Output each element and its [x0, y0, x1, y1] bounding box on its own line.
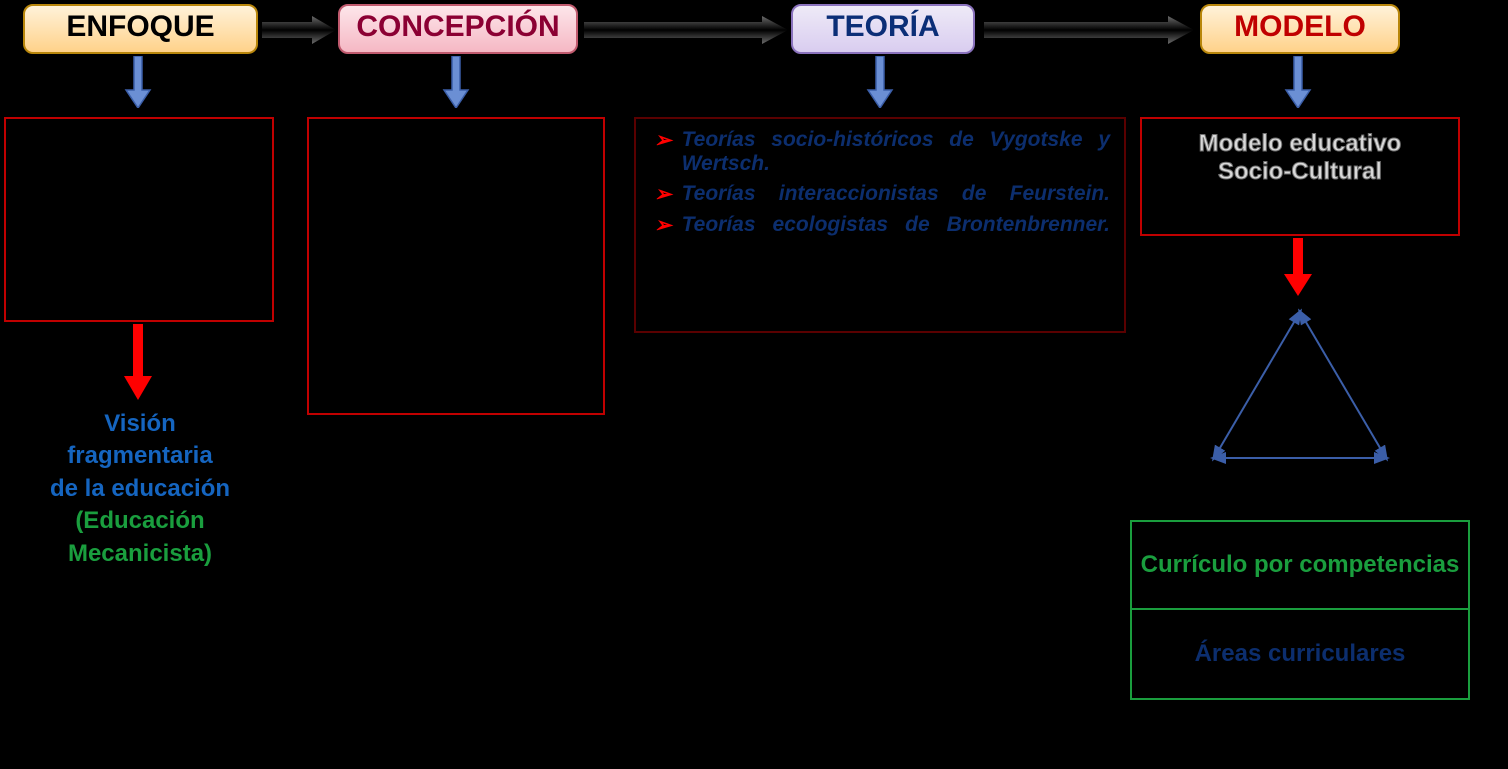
down-arrow-modelo: [1284, 56, 1312, 108]
vision-line3: de la educación: [20, 473, 260, 505]
curriculo-box-2: Áreas curriculares: [1130, 610, 1470, 700]
teoria-item-3: ➢ Teorías ecologistas de Brontenbrenner.: [654, 213, 1110, 238]
teoria-text-1: Teorías socio-históricos de Vygotske y W…: [682, 128, 1110, 176]
bullet-icon: ➢: [654, 128, 672, 176]
vision-line4b: Mecanicista): [20, 538, 260, 570]
vision-line1: Visión: [20, 408, 260, 440]
flow-arrow-2: [584, 14, 788, 46]
down-arrow-teoria: [866, 56, 894, 108]
teoria-text-2: Teorías interaccionistas de Feurstein.: [682, 182, 1110, 207]
triangle-diagram: [1190, 296, 1410, 480]
concepcion-box: [307, 117, 605, 415]
modelo-line1: Modelo educativo: [1150, 130, 1450, 158]
header-teoria-label: TEORÍA: [826, 10, 939, 43]
header-enfoque-label: ENFOQUE: [66, 10, 214, 43]
modelo-text: Modelo educativo Socio-Cultural: [1150, 130, 1450, 186]
bullet-icon: ➢: [654, 182, 672, 207]
flow-arrow-3: [984, 14, 1194, 46]
red-arrow-modelo: [1282, 238, 1314, 296]
down-arrow-concepcion: [442, 56, 470, 108]
header-concepcion-label: CONCEPCIÓN: [356, 10, 559, 43]
curriculo-label-2: Áreas curriculares: [1195, 640, 1406, 669]
teoria-text-3: Teorías ecologistas de Brontenbrenner.: [682, 213, 1110, 238]
vision-line4a: (Educación: [20, 505, 260, 537]
flow-arrow-1: [262, 14, 336, 46]
curriculo-box-1: Currículo por competencias: [1130, 520, 1470, 610]
header-modelo-label: MODELO: [1234, 10, 1366, 43]
down-arrow-enfoque: [124, 56, 152, 108]
enfoque-box: [4, 117, 274, 322]
header-teoria: TEORÍA: [791, 4, 975, 54]
vision-text: Visión fragmentaria de la educación (Edu…: [20, 408, 260, 570]
teoria-item-1: ➢ Teorías socio-históricos de Vygotske y…: [654, 128, 1110, 176]
header-modelo: MODELO: [1200, 4, 1400, 54]
bullet-icon: ➢: [654, 213, 672, 238]
curriculo-label-1: Currículo por competencias: [1141, 551, 1460, 580]
teoria-list: ➢ Teorías socio-históricos de Vygotske y…: [654, 128, 1110, 244]
red-arrow-vision: [122, 324, 154, 400]
header-enfoque: ENFOQUE: [23, 4, 258, 54]
header-concepcion: CONCEPCIÓN: [338, 4, 578, 54]
modelo-line2: Socio-Cultural: [1150, 158, 1450, 186]
teoria-item-2: ➢ Teorías interaccionistas de Feurstein.: [654, 182, 1110, 207]
vision-line2: fragmentaria: [20, 440, 260, 472]
